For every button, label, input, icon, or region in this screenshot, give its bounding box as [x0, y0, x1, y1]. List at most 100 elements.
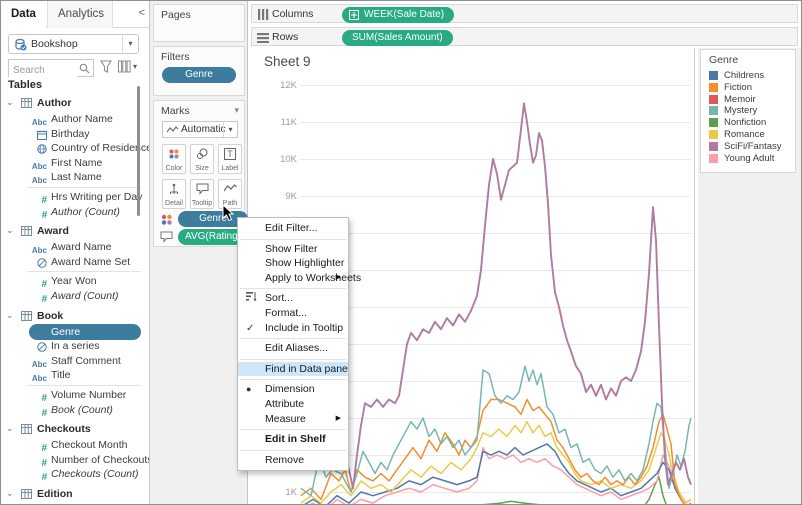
menu-item-remove[interactable]: Remove — [238, 453, 348, 468]
legend-item-young-adult[interactable]: Young Adult — [701, 153, 795, 165]
field-first-name[interactable]: Abc First Name — [1, 156, 147, 171]
mark-type-caret-icon[interactable]: ▾ — [223, 122, 237, 137]
menu-item-sort-[interactable]: Sort... — [238, 291, 348, 306]
filters-shelf[interactable]: Filters Genre — [153, 46, 245, 96]
datasource-caret-icon[interactable]: ▾ — [122, 35, 138, 53]
series-line-romance[interactable] — [300, 420, 692, 504]
search-box[interactable] — [8, 59, 94, 79]
label-button[interactable]: T Label — [218, 144, 242, 174]
menu-item-include-in-tooltip[interactable]: ✓ Include in Tooltip — [238, 321, 348, 336]
data-pane-scrollbar[interactable] — [137, 86, 140, 216]
pill-week-sale-date-label: WEEK(Sale Date) — [364, 8, 445, 20]
menu-item-label: Measure — [265, 412, 306, 425]
tab-data[interactable]: Data — [1, 1, 46, 28]
table-name: Author — [37, 97, 72, 109]
view-columns-icon[interactable] — [118, 60, 131, 73]
menu-item-apply-to-worksheets[interactable]: Apply to Worksheets ▶ — [238, 271, 361, 286]
table-row-edition[interactable]: ⌄ Edition — [1, 487, 147, 503]
series-line-scifi-fantasy[interactable] — [300, 102, 692, 490]
menu-item-edit-aliases-[interactable]: Edit Aliases... — [238, 341, 348, 356]
field-birthday[interactable]: Birthday — [1, 127, 147, 142]
path-button[interactable]: Path — [218, 179, 242, 209]
view-caret-icon[interactable]: ▾ — [133, 62, 138, 71]
marks-collapse-icon[interactable]: ▾ — [234, 105, 239, 115]
field-last-name[interactable]: Abc Last Name — [1, 170, 147, 185]
tab-analytics[interactable]: Analytics — [47, 1, 113, 28]
series-line-fiction[interactable] — [300, 398, 692, 505]
series-line-young-adult[interactable] — [301, 446, 692, 504]
pane-collapse-icon[interactable]: < — [138, 7, 145, 19]
chevron-down-icon[interactable]: ⌄ — [6, 97, 14, 107]
field-hrs-writing-per-day[interactable]: # Hrs Writing per Day — [1, 190, 147, 206]
marks-pill-label[interactable]: Genre — [178, 211, 248, 227]
menu-item-edit-in-shelf[interactable]: Edit in Shelf — [238, 432, 348, 447]
legend-item-fiction[interactable]: Fiction — [701, 82, 795, 94]
mark-type-dropdown[interactable]: Automatic ▾ — [162, 121, 238, 138]
series-line-childrens[interactable] — [301, 443, 692, 504]
submenu-arrow-icon: ▶ — [335, 273, 341, 281]
field-in-a-series[interactable]: In a series — [1, 339, 147, 354]
chevron-down-icon[interactable]: ⌄ — [6, 309, 14, 320]
legend-item-scifi-fantasy[interactable]: SciFi/Fantasy — [701, 141, 795, 153]
chevron-down-icon[interactable]: ⌄ — [6, 487, 14, 498]
table-row-checkouts[interactable]: ⌄ Checkouts — [1, 422, 147, 438]
marks-pill-label[interactable]: AVG(Rating) — [178, 229, 248, 245]
menu-item-show-highlighter[interactable]: Show Highlighter — [238, 256, 348, 271]
field-book-count-[interactable]: # Book (Count) — [1, 403, 147, 419]
menu-item-show-filter[interactable]: Show Filter — [238, 242, 348, 257]
pane-divider[interactable] — [149, 1, 150, 504]
svg-text:T: T — [227, 149, 233, 159]
pill-sum-sales-amount[interactable]: SUM(Sales Amount) — [342, 29, 453, 46]
field-volume-number[interactable]: # Volume Number — [1, 388, 147, 404]
detail-button[interactable]: Detail — [162, 179, 186, 209]
menu-item-label: Edit in Shelf — [265, 433, 326, 446]
field-author-count-[interactable]: # Author (Count) — [1, 205, 147, 221]
chevron-down-icon[interactable]: ⌄ — [6, 423, 14, 434]
color-legend[interactable]: Genre Childrens Fiction Memoir Mystery Nonfi… — [700, 49, 796, 173]
search-input[interactable] — [9, 62, 77, 79]
menu-item-edit-filter-[interactable]: Edit Filter... — [238, 221, 348, 236]
line-marks[interactable] — [251, 48, 695, 504]
size-button[interactable]: Size — [190, 144, 214, 174]
menu-item-format-[interactable]: Format... — [238, 306, 348, 321]
marks-card[interactable]: Marks ▾ Automatic ▾ Color Size T Label Detai… — [153, 100, 248, 247]
legend-item-nonfiction[interactable]: Nonfiction — [701, 117, 795, 129]
field-award-name-set[interactable]: Award Name Set — [1, 255, 147, 270]
date-expand-icon[interactable] — [349, 9, 359, 20]
menu-item-find-in-data-pane[interactable]: Find in Data pane — [238, 361, 348, 377]
menu-item-attribute[interactable]: Attribute — [238, 397, 348, 412]
menu-item-dimension[interactable]: ● Dimension — [238, 382, 348, 397]
chevron-down-icon[interactable]: ⌄ — [6, 225, 14, 236]
field-award-count-[interactable]: # Award (Count) — [1, 289, 147, 305]
check-icon: ✓ — [246, 322, 255, 334]
legend-item-memoir[interactable]: Memoir — [701, 94, 795, 106]
field-calculation1[interactable]: =AbcCalculation1 — [1, 503, 147, 505]
field-title[interactable]: Abc Title — [1, 368, 147, 383]
field-genre[interactable]: Abc Genre — [1, 323, 147, 340]
table-row-book[interactable]: ⌄ Book — [1, 309, 147, 325]
columns-shelf[interactable]: Columns WEEK(Sale Date) — [251, 4, 798, 23]
legend-item-childrens[interactable]: Childrens — [701, 70, 795, 82]
pill-week-sale-date[interactable]: WEEK(Sale Date) — [342, 6, 455, 23]
field-staff-comment[interactable]: Abc Staff Comment — [1, 354, 147, 369]
field-award-name[interactable]: Abc Award Name — [1, 240, 147, 255]
series-line-mystery[interactable] — [300, 365, 692, 497]
filter-funnel-icon[interactable] — [100, 60, 112, 74]
field-author-name[interactable]: Abc Author Name — [1, 112, 147, 127]
table-row-author[interactable]: ⌄ Author — [1, 96, 147, 112]
field-number-of-checkouts[interactable]: # Number of Checkouts — [1, 453, 152, 469]
rows-shelf[interactable]: Rows SUM(Sales Amount) — [251, 27, 798, 46]
field-year-won[interactable]: # Year Won — [1, 274, 147, 290]
datasource-selector[interactable]: Bookshop ▾ — [8, 34, 139, 54]
filter-pill-genre[interactable]: Genre — [162, 67, 236, 83]
field-checkouts-count-[interactable]: # Checkouts (Count) — [1, 467, 147, 483]
tooltip-button[interactable]: Tooltip — [190, 179, 214, 209]
color-button[interactable]: Color — [162, 144, 186, 174]
table-row-award[interactable]: ⌄ Award — [1, 224, 147, 240]
legend-item-romance[interactable]: Romance — [701, 129, 795, 141]
pages-shelf[interactable]: Pages — [153, 4, 245, 42]
field-checkout-month[interactable]: # Checkout Month — [1, 438, 147, 454]
legend-item-mystery[interactable]: Mystery — [701, 105, 795, 117]
field-country-of-residence[interactable]: Country of Residence — [1, 141, 152, 156]
menu-item-measure[interactable]: Measure ▶ — [238, 412, 348, 427]
